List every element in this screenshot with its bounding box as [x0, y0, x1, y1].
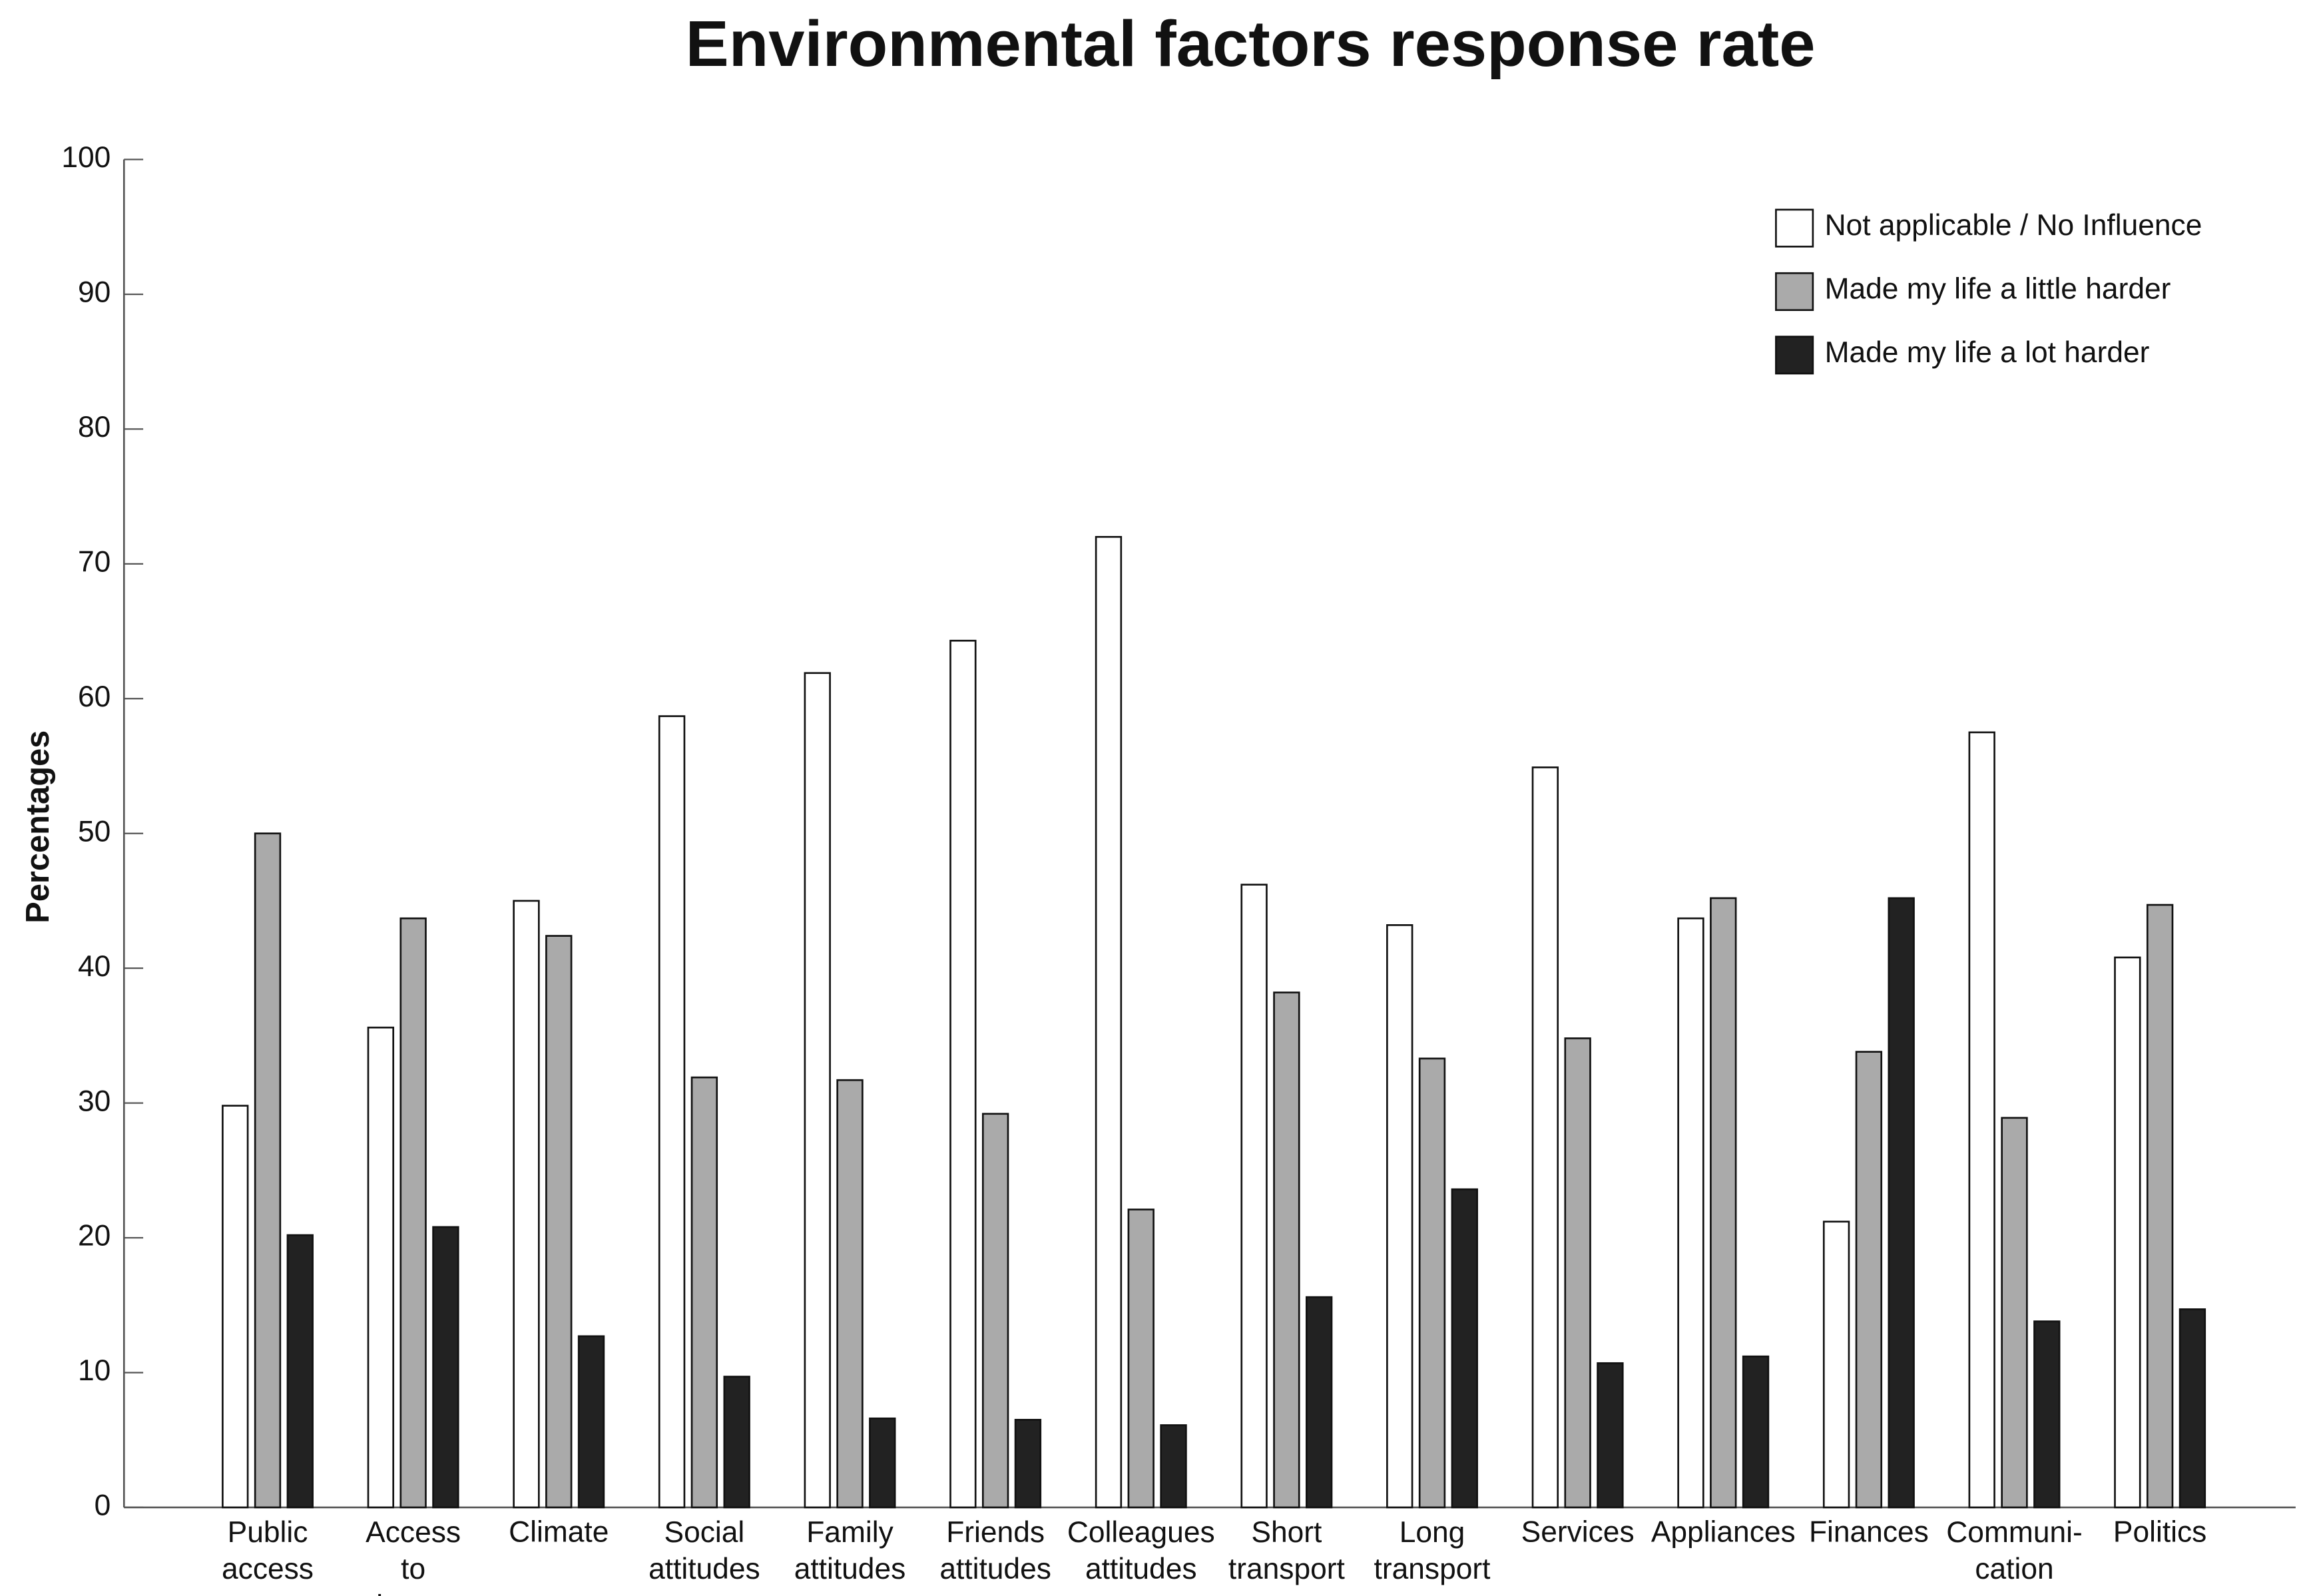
y-tick-label: 90: [78, 276, 111, 309]
bar: [367, 1026, 395, 1509]
bar: [804, 672, 831, 1509]
y-tick-label: 80: [78, 411, 111, 443]
bar: [690, 1076, 718, 1509]
x-tick-label-line: Friends: [946, 1516, 1045, 1549]
bar: [869, 1417, 896, 1509]
x-tick-label: Colleagues attitudes: [1067, 1516, 1215, 1585]
x-tick-label: Appliances: [1651, 1516, 1796, 1549]
bar: [1418, 1057, 1446, 1509]
y-tick-label: 60: [78, 680, 111, 713]
x-tick-label: Short transport: [1228, 1516, 1345, 1585]
x-tick-label-line: Public: [228, 1516, 308, 1549]
x-tick-label-line: Communi-: [1946, 1516, 2082, 1549]
bar: [1160, 1424, 1187, 1509]
y-tick-label: 20: [78, 1220, 111, 1252]
legend-swatch: [1775, 336, 1814, 375]
chart-title: Environmental factors response rate: [686, 7, 1816, 80]
bar: [1677, 917, 1704, 1509]
x-tick-label-line: transport: [1374, 1553, 1491, 1585]
bar: [513, 900, 540, 1509]
bar: [1095, 536, 1123, 1509]
x-tick-label-line: home: [376, 1589, 450, 1596]
x-tick-label: Politics: [2113, 1516, 2206, 1549]
y-axis-label: Percentages: [20, 730, 56, 924]
x-tick-label-line: Social: [664, 1516, 745, 1549]
bar: [1127, 1208, 1154, 1509]
y-tick-label: 0: [95, 1489, 111, 1522]
bar: [2146, 904, 2174, 1509]
bar: [836, 1079, 864, 1509]
y-tick-label: 100: [61, 141, 111, 174]
y-tick-label: 30: [78, 1085, 111, 1117]
x-tick-label-line: transport: [1228, 1553, 1345, 1585]
bar: [577, 1335, 605, 1509]
x-tick-label-line: attitudes: [648, 1553, 760, 1585]
bar: [1822, 1220, 1850, 1509]
x-tick-label: Public access: [222, 1516, 314, 1585]
bar: [658, 715, 686, 1509]
bar: [2178, 1308, 2206, 1509]
bar: [1564, 1037, 1591, 1509]
bar: [2033, 1320, 2061, 1509]
x-tick-label-line: attitudes: [794, 1553, 906, 1585]
bar: [2001, 1117, 2028, 1509]
x-tick-label: Long transport: [1374, 1516, 1491, 1585]
x-tick-label-line: Access: [366, 1516, 461, 1549]
legend-swatch: [1775, 272, 1814, 312]
y-tick-label: 50: [78, 815, 111, 848]
x-tick-label: Climate: [509, 1516, 609, 1549]
bar: [1014, 1418, 1042, 1509]
x-tick-label: Communi-cation: [1946, 1516, 2082, 1585]
bar: [981, 1113, 1009, 1509]
y-tick-label: 40: [78, 950, 111, 983]
y-tick-label: 10: [78, 1354, 111, 1387]
x-tick-label-line: attitudes: [1085, 1553, 1197, 1585]
x-tick-label-line: Short: [1251, 1516, 1322, 1549]
bar: [399, 917, 427, 1509]
legend-swatch: [1775, 208, 1814, 248]
bar: [1451, 1188, 1478, 1509]
bar: [2114, 956, 2141, 1509]
bar: [1305, 1296, 1333, 1509]
bar: [723, 1376, 750, 1509]
legend-label: Made my life a little harder: [1825, 273, 2171, 306]
bar: [1888, 897, 1915, 1509]
bar: [432, 1226, 459, 1509]
x-tick-label-line: Long: [1400, 1516, 1465, 1549]
bar: [1597, 1362, 1624, 1509]
y-tick-label: 70: [78, 546, 111, 579]
x-tick-label-line: attitudes: [939, 1553, 1051, 1585]
x-tick-label: Friends attitudes: [939, 1516, 1051, 1585]
bar: [286, 1234, 314, 1509]
x-tick-label-line: cation: [1975, 1553, 2053, 1585]
bar: [1710, 897, 1737, 1509]
x-tick-label-line: to: [401, 1553, 425, 1585]
bar: [1273, 991, 1300, 1509]
x-tick-label: Access to home: [366, 1516, 461, 1596]
x-tick-label: Social attitudes: [648, 1516, 760, 1585]
legend-label: Not applicable / No Influence: [1825, 209, 2202, 242]
bar: [1855, 1051, 1883, 1509]
x-tick-label: Services: [1521, 1516, 1635, 1549]
legend-label: Made my life a lot harder: [1825, 336, 2150, 369]
x-tick-label-line: access: [222, 1553, 314, 1585]
bar: [1742, 1355, 1770, 1509]
bar: [949, 639, 977, 1509]
bar: [1240, 884, 1268, 1509]
x-tick-label-line: Family: [806, 1516, 894, 1549]
bar: [254, 832, 282, 1509]
x-tick-label: Family attitudes: [794, 1516, 906, 1585]
bar: [545, 935, 573, 1509]
x-tick-label: Finances: [1809, 1516, 1929, 1549]
x-tick-label-line: Colleagues: [1067, 1516, 1215, 1549]
bar: [1386, 924, 1413, 1509]
bar: [1531, 766, 1559, 1509]
bar: [1968, 731, 1995, 1509]
bar: [222, 1105, 249, 1509]
